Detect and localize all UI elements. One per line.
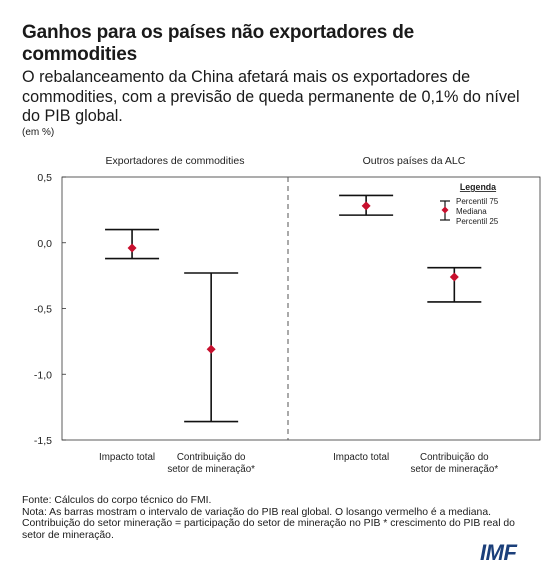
x-category-label: Impacto total bbox=[333, 452, 389, 463]
median-marker bbox=[206, 344, 216, 354]
chart-area: 0,5 0,0 -0,5 -1,0 -1,5 Exportadores de commo… bbox=[34, 155, 541, 475]
median-marker bbox=[361, 201, 371, 211]
chart-title: Ganhos para os países não exportadores d… bbox=[22, 22, 414, 65]
x-category-label: Contribuição do bbox=[177, 452, 246, 463]
y-tick-label: -0,5 bbox=[34, 304, 52, 316]
imf-logo: IMF bbox=[480, 540, 517, 565]
legend-item: Mediana bbox=[456, 207, 487, 216]
median-marker bbox=[449, 272, 459, 282]
legend-item: Percentil 25 bbox=[456, 217, 499, 226]
legend-median-marker bbox=[441, 206, 449, 214]
y-tick-label: -1,5 bbox=[34, 435, 52, 447]
y-tick-label: -1,0 bbox=[34, 369, 52, 381]
x-category-label: Impacto total bbox=[99, 452, 155, 463]
panel-title: Exportadores de commodities bbox=[106, 155, 245, 167]
unit-label: (em %) bbox=[22, 127, 55, 138]
y-tick-label: 0,5 bbox=[37, 172, 52, 184]
y-tick-label: 0,0 bbox=[37, 238, 52, 250]
source-note: Fonte: Cálculos do corpo técnico do FMI. bbox=[22, 495, 212, 506]
median-marker bbox=[127, 243, 137, 253]
explanatory-note: Nota: As barras mostram o intervalo de v… bbox=[22, 506, 515, 541]
legend-item: Percentil 75 bbox=[456, 197, 499, 206]
x-category-label: setor de mineração* bbox=[167, 464, 255, 475]
legend-title: Legenda bbox=[460, 182, 496, 192]
chart-subtitle: O rebalanceamento da China afetará mais … bbox=[22, 68, 520, 125]
x-category-label: Contribuição do bbox=[420, 452, 489, 463]
x-category-label: setor de mineração* bbox=[410, 464, 498, 475]
chart-footer: Fonte: Cálculos do corpo técnico do FMI.… bbox=[22, 495, 537, 541]
panel-title: Outros países da ALC bbox=[363, 155, 466, 167]
